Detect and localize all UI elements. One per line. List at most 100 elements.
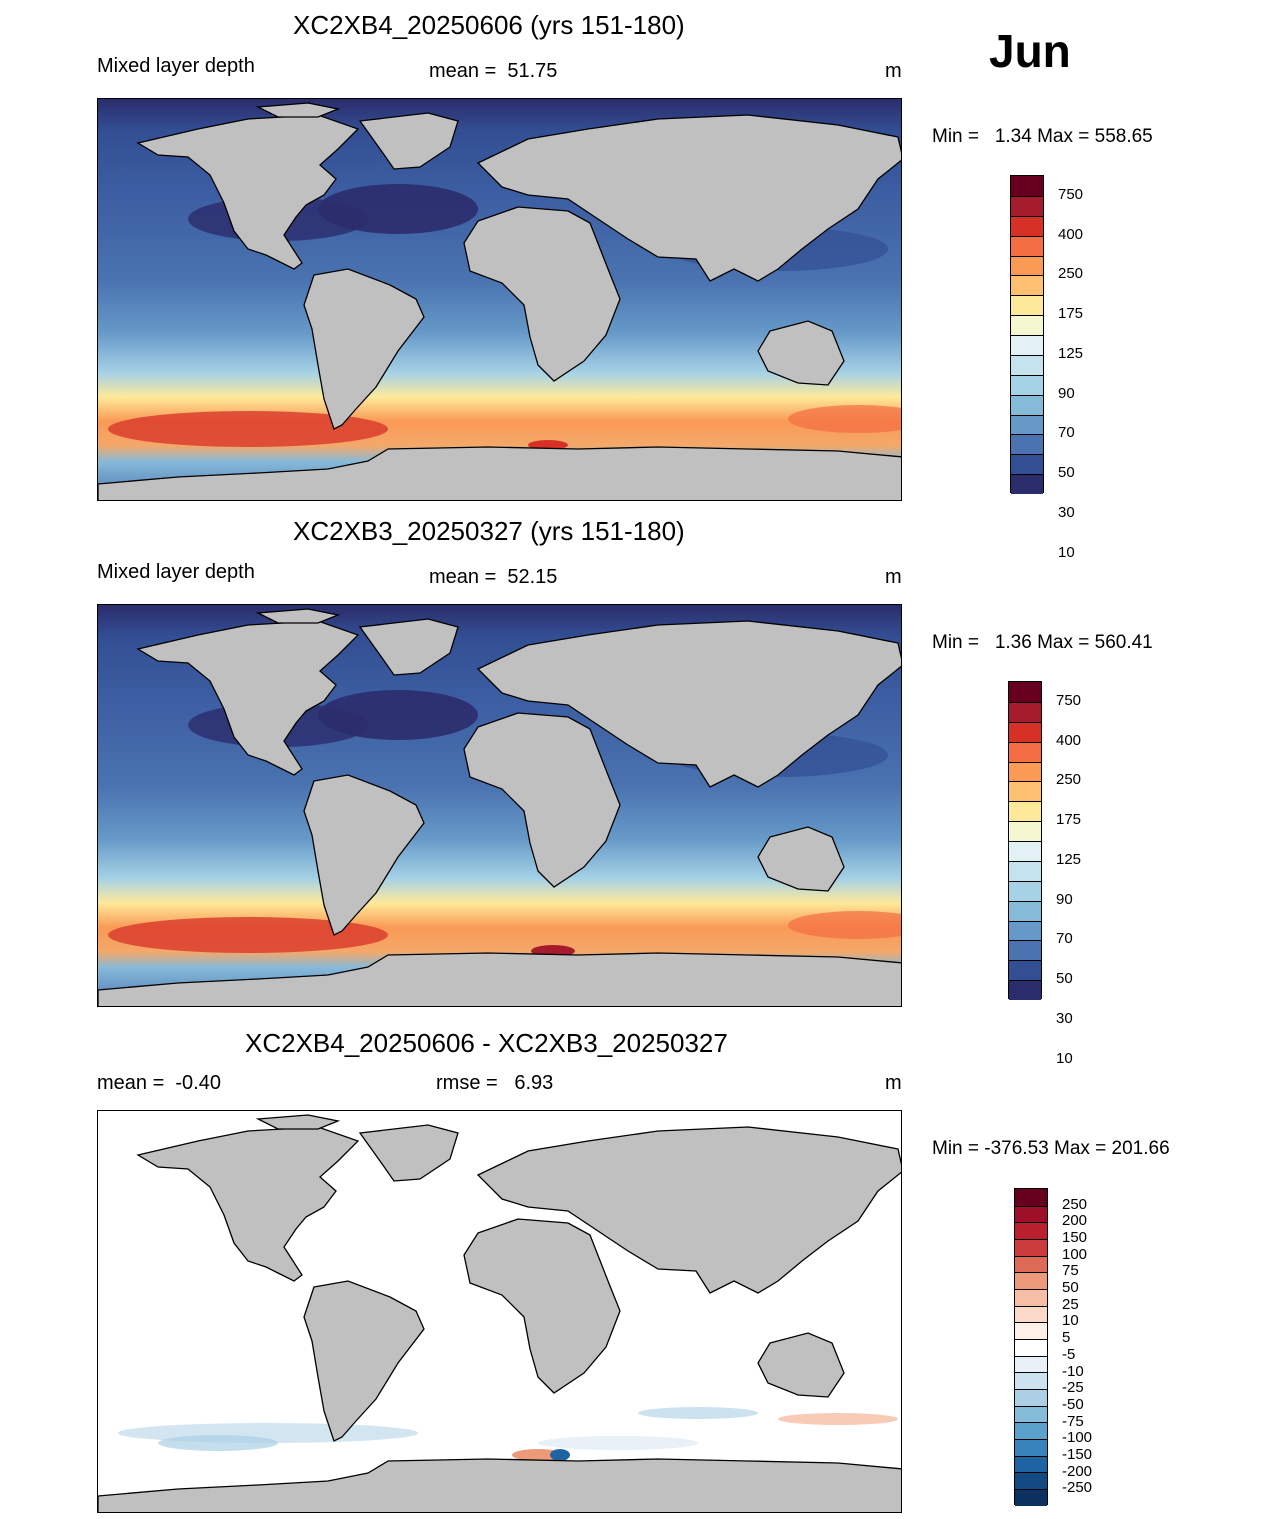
colorbar-swatch bbox=[1009, 682, 1041, 702]
colorbar-swatch bbox=[1011, 394, 1043, 415]
colorbar-label: -250 bbox=[1062, 1479, 1093, 1497]
colorbar-label: 50 bbox=[1062, 1279, 1079, 1297]
colorbar-label: 200 bbox=[1062, 1212, 1088, 1230]
panel-1-unit: m bbox=[885, 60, 902, 82]
colorbar-boxes bbox=[1008, 681, 1042, 1000]
colorbar-swatch bbox=[1015, 1439, 1047, 1456]
colorbar-swatch bbox=[1009, 721, 1041, 742]
colorbar-label: 90 bbox=[1056, 890, 1073, 908]
colorbar-swatch bbox=[1011, 414, 1043, 435]
colorbar-swatch bbox=[1009, 860, 1041, 881]
colorbar-label: 30 bbox=[1058, 503, 1075, 521]
colorbar-swatch bbox=[1011, 215, 1043, 236]
colorbar-swatch bbox=[1015, 1455, 1047, 1473]
colorbar-label: 400 bbox=[1058, 225, 1084, 243]
colorbar-swatch bbox=[1015, 1322, 1047, 1340]
panel-2-map-svg bbox=[98, 605, 901, 1006]
colorbar-label: 150 bbox=[1062, 1229, 1088, 1247]
colorbar-swatch bbox=[1011, 275, 1043, 296]
colorbar-swatch bbox=[1015, 1339, 1047, 1356]
panel-2-title: XC2XB3_20250327 (yrs 151-180) bbox=[293, 516, 685, 546]
colorbar-label: 175 bbox=[1058, 305, 1084, 323]
colorbar-swatch bbox=[1009, 920, 1041, 941]
colorbar-swatch bbox=[1015, 1289, 1047, 1306]
colorbar-swatch bbox=[1011, 354, 1043, 375]
colorbar-swatch bbox=[1009, 940, 1041, 961]
colorbar-label: 75 bbox=[1062, 1262, 1079, 1280]
arctic-islands bbox=[255, 102, 341, 118]
colorbar-swatch bbox=[1009, 821, 1041, 841]
colorbar-label: -200 bbox=[1062, 1462, 1093, 1480]
panel-1-minmax: Min = 1.34 Max = 558.65 bbox=[932, 126, 1153, 147]
panel-1-map bbox=[97, 98, 902, 501]
colorbar-label: -75 bbox=[1062, 1412, 1084, 1430]
panel-3-unit: m bbox=[885, 1072, 902, 1094]
panel-3-minmax: Min = -376.53 Max = 201.66 bbox=[932, 1138, 1170, 1159]
colorbar-swatch bbox=[1011, 255, 1043, 276]
panel-3-title: XC2XB4_20250606 - XC2XB3_20250327 bbox=[245, 1028, 728, 1058]
colorbar-label: 125 bbox=[1058, 344, 1084, 362]
colorbar-boxes bbox=[1010, 175, 1044, 494]
colorbar-label: 70 bbox=[1058, 424, 1075, 442]
colorbar-swatch bbox=[1015, 1305, 1047, 1323]
colorbar-label: -5 bbox=[1062, 1345, 1076, 1363]
colorbar-label: 50 bbox=[1058, 464, 1075, 482]
colorbar-label: 25 bbox=[1062, 1295, 1079, 1313]
panel-3-rmse: rmse = 6.93 bbox=[436, 1072, 554, 1094]
colorbar-label: 750 bbox=[1056, 691, 1082, 709]
colorbar-label: -10 bbox=[1062, 1362, 1084, 1380]
colorbar-label: 250 bbox=[1058, 265, 1084, 283]
colorbar-label: 90 bbox=[1058, 384, 1075, 402]
colorbar-swatch bbox=[1015, 1355, 1047, 1373]
colorbar-swatch bbox=[1009, 761, 1041, 782]
panel-3-map bbox=[97, 1110, 902, 1513]
colorbar-label: 5 bbox=[1062, 1329, 1071, 1347]
eurasia bbox=[476, 114, 901, 282]
colorbar-swatch bbox=[1009, 701, 1041, 722]
panel-2-variable-label: Mixed layer depth bbox=[97, 561, 255, 583]
panel-2-mean: mean = 52.15 bbox=[429, 566, 558, 588]
colorbar-swatch bbox=[1015, 1222, 1047, 1240]
colorbar-label: 250 bbox=[1062, 1195, 1088, 1213]
colorbar-swatch bbox=[1009, 900, 1041, 921]
panel-1-map-svg bbox=[98, 99, 901, 500]
colorbar-boxes bbox=[1014, 1188, 1048, 1506]
panel-1-variable-label: Mixed layer depth bbox=[97, 55, 255, 77]
colorbar-label: 30 bbox=[1056, 1009, 1073, 1027]
colorbar-swatch bbox=[1011, 235, 1043, 256]
colorbar-swatch bbox=[1015, 1389, 1047, 1406]
panel-3-mean: mean = -0.40 bbox=[97, 1072, 221, 1094]
panel-1-mean: mean = 51.75 bbox=[429, 60, 558, 82]
colorbar-label: 175 bbox=[1056, 811, 1082, 829]
colorbar-label: -50 bbox=[1062, 1395, 1084, 1413]
colorbar-label: -150 bbox=[1062, 1445, 1093, 1463]
antarctica bbox=[98, 446, 901, 500]
south-america bbox=[303, 268, 425, 430]
colorbar-swatch bbox=[1015, 1472, 1047, 1490]
panel-2-unit: m bbox=[885, 566, 902, 588]
colorbar-swatch bbox=[1009, 980, 1041, 1000]
colorbar-swatch bbox=[1011, 295, 1043, 316]
colorbar-swatch bbox=[1009, 741, 1041, 762]
colorbar-swatch bbox=[1009, 781, 1041, 802]
colorbar-swatch bbox=[1011, 335, 1043, 355]
colorbar-label: 750 bbox=[1058, 185, 1084, 203]
colorbar-label: -100 bbox=[1062, 1429, 1093, 1447]
month-label: Jun bbox=[989, 25, 1071, 77]
australia bbox=[757, 320, 845, 386]
colorbar-swatch bbox=[1015, 1272, 1047, 1290]
colorbar-swatch bbox=[1015, 1405, 1047, 1423]
colorbar-swatch bbox=[1011, 195, 1043, 216]
panel-2-map bbox=[97, 604, 902, 1007]
greenland bbox=[358, 112, 459, 170]
colorbar-swatch bbox=[1011, 474, 1043, 494]
colorbar-swatch bbox=[1009, 801, 1041, 822]
colorbar-label: 70 bbox=[1056, 930, 1073, 948]
colorbar-label: 10 bbox=[1062, 1312, 1079, 1330]
colorbar-label: 10 bbox=[1056, 1049, 1073, 1067]
colorbar-swatch bbox=[1011, 374, 1043, 395]
panel-3-map-svg bbox=[98, 1111, 901, 1512]
colorbar-swatch bbox=[1011, 315, 1043, 335]
colorbar-swatch bbox=[1015, 1372, 1047, 1390]
colorbar-swatch bbox=[1011, 434, 1043, 455]
